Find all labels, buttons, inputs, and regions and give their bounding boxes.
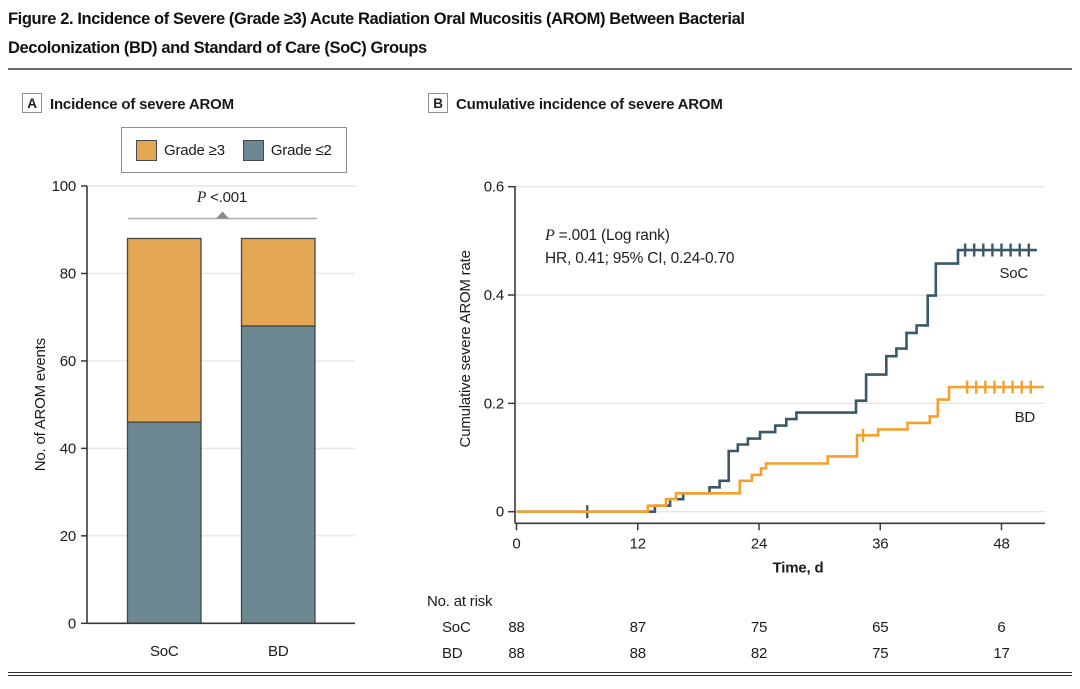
panel-a-pvalue: P <.001 xyxy=(122,189,322,207)
panel-a-y-tick-label: 20 xyxy=(60,528,76,545)
legend-label: Grade ≥3 xyxy=(164,141,225,159)
km-curve-soc xyxy=(516,248,1037,513)
panel-a-y-tick-label: 40 xyxy=(60,440,76,457)
series-label-soc: SoC xyxy=(999,265,1028,282)
at-risk-value: 6 xyxy=(997,619,1005,636)
pvalue-bracket-arrow xyxy=(216,211,229,219)
pvalue-text: <.001 xyxy=(206,189,248,206)
at-risk-header: No. at risk xyxy=(427,593,493,610)
panel-b-y-tick-label: 0.2 xyxy=(484,395,504,412)
at-risk-row-label: SoC xyxy=(442,619,471,636)
legend-swatch xyxy=(242,139,264,161)
panel-a-tag: A xyxy=(22,93,42,113)
legend-item: Grade ≤2 xyxy=(242,139,332,161)
at-risk-row-label: BD xyxy=(442,645,463,662)
panel-b-title: Cumulative incidence of severe AROM xyxy=(456,96,723,113)
figure-title-line2: Decolonization (BD) and Standard of Care… xyxy=(8,39,427,57)
legend-swatch xyxy=(136,139,157,161)
panel-b-x-tick-label: 24 xyxy=(751,535,767,552)
at-risk-value: 88 xyxy=(630,645,646,662)
at-risk-value: 87 xyxy=(630,619,646,636)
panel-b-x-tick-label: 48 xyxy=(993,535,1009,552)
panel-b-x-tick-label: 36 xyxy=(872,535,888,552)
panel-a-category-label: SoC xyxy=(150,643,179,660)
pvalue-symbol: P xyxy=(545,227,555,244)
km-curve-bd xyxy=(516,385,1044,513)
figure-title-line1: Figure 2. Incidence of Severe (Grade ≥3)… xyxy=(8,10,745,28)
panel-a-bar-chart: SoC BD 0 20 40 60 80 100 No. of AROM events xyxy=(32,178,355,660)
pvalue-symbol: P xyxy=(196,189,207,206)
title-divider-rule xyxy=(8,68,1072,70)
panel-b-km-chart: 0 0.2 0.4 0.6 0 12 24 36 48 Time, d Cumulative sev… xyxy=(427,179,1045,662)
panel-a-title: Incidence of severe AROM xyxy=(50,96,234,113)
panel-a-y-tick-label: 0 xyxy=(68,615,76,632)
panel-b-statistics: P =.001 (Log rank) HR, 0.41; 95% CI, 0.2… xyxy=(545,224,735,270)
hazard-ratio-line: HR, 0.41; 95% CI, 0.24-0.70 xyxy=(545,250,735,267)
panel-a-y-tick-label: 60 xyxy=(60,353,76,370)
at-risk-value: 17 xyxy=(993,645,1009,662)
bar-segment-BD xyxy=(240,237,316,327)
panel-b-y-tick-label: 0.4 xyxy=(484,287,504,304)
legend-label: Grade ≤2 xyxy=(270,141,332,159)
at-risk-value: 88 xyxy=(508,619,524,636)
panel-b-y-tick-label: 0 xyxy=(496,504,504,521)
panel-b-x-axis-label: Time, d xyxy=(773,559,824,576)
panel-b-y-axis-label: Cumulative severe AROM rate xyxy=(457,250,474,447)
panel-b-x-tick-label: 12 xyxy=(630,535,646,552)
panel-a-legend: Grade ≥3 Grade ≤2 xyxy=(121,127,347,173)
panel-b-x-tick-label: 0 xyxy=(512,535,520,552)
legend-item: Grade ≥3 xyxy=(136,139,225,161)
figure-title: Figure 2. Incidence of Severe (Grade ≥3)… xyxy=(8,5,1058,63)
at-risk-value: 75 xyxy=(751,619,767,636)
at-risk-value: 88 xyxy=(508,645,524,662)
figure-bottom-rule xyxy=(8,672,1072,678)
panel-b-y-tick-label: 0.6 xyxy=(484,179,504,196)
panel-a-y-tick-label: 80 xyxy=(60,265,76,282)
panel-a-category-label: BD xyxy=(268,643,289,660)
panel-a-y-axis-label: No. of AROM events xyxy=(32,338,49,471)
at-risk-value: 82 xyxy=(751,645,767,662)
bar-segment-SoC xyxy=(126,237,202,423)
bar-segment-SoC xyxy=(126,421,202,624)
at-risk-value: 75 xyxy=(872,645,888,662)
bar-segment-BD xyxy=(240,325,316,624)
panel-a-y-tick-label: 100 xyxy=(52,178,76,195)
series-label-bd: BD xyxy=(1015,409,1036,426)
at-risk-value: 65 xyxy=(872,619,888,636)
logrank-text: =.001 (Log rank) xyxy=(554,227,670,244)
logrank-line: P =.001 (Log rank) xyxy=(545,224,734,247)
panel-b-tag: B xyxy=(428,93,448,113)
